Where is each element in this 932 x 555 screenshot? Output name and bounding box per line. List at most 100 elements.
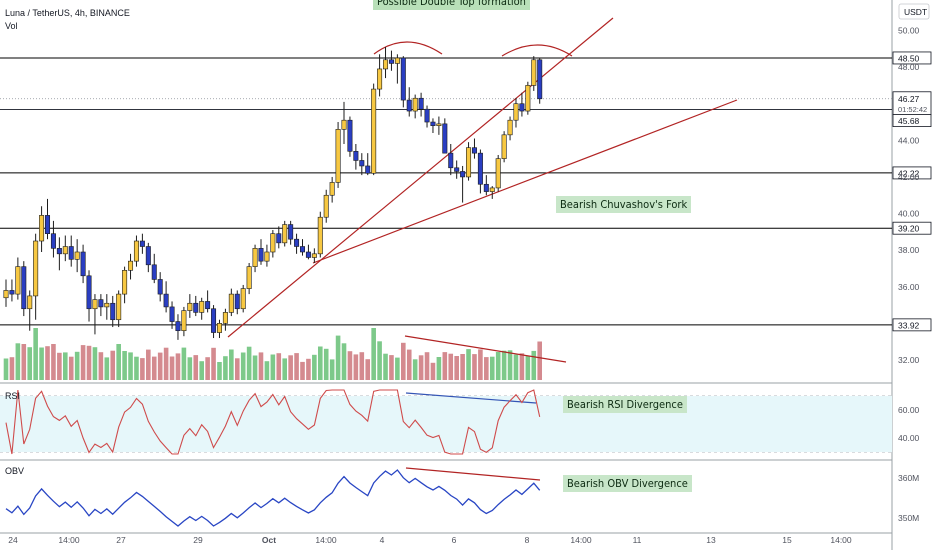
horizontal-levels xyxy=(0,57,892,326)
countdown-label: 01:52:42 xyxy=(898,105,927,114)
volume-bar xyxy=(98,352,104,380)
price-tick-label: 50.00 xyxy=(898,26,920,36)
volume-bar xyxy=(472,354,477,380)
current-price-label: 46.27 xyxy=(898,94,920,104)
volume-bar xyxy=(282,358,288,380)
candle-body xyxy=(442,123,448,154)
time-axis-label: 11 xyxy=(633,535,642,545)
volume-bar xyxy=(128,352,133,380)
volume-bar xyxy=(110,350,116,380)
volume-bar xyxy=(27,347,33,380)
volume-bar xyxy=(3,358,9,380)
candle-body xyxy=(56,248,62,255)
volume-bar xyxy=(525,355,531,380)
candle-body xyxy=(199,301,205,313)
candle-body xyxy=(359,160,365,167)
time-axis-label: 4 xyxy=(380,535,385,545)
rising-wedge-upper-trendline xyxy=(227,17,614,338)
candle-body xyxy=(400,57,406,101)
volume-bar xyxy=(211,347,216,380)
volume-bar xyxy=(341,343,347,380)
obv-tick-label: 360M xyxy=(898,473,919,483)
candle-body xyxy=(513,103,519,121)
annotation-rsi-divergence[interactable]: Bearish RSI Divergence xyxy=(563,396,687,413)
obv-divergence-line xyxy=(405,467,541,481)
price-tick-label: 32.00 xyxy=(898,355,920,365)
candle-body xyxy=(341,119,347,130)
time-axis-label: 14:00 xyxy=(58,535,80,545)
annotation-fork[interactable]: Bearish Chuvashov's Fork xyxy=(556,196,692,213)
candle-body xyxy=(311,253,317,258)
level-tag xyxy=(892,166,932,180)
symbol-title: Luna / TetherUS, 4h, BINANCE xyxy=(5,8,130,18)
candle-body xyxy=(222,312,228,324)
volume-bar xyxy=(460,354,465,380)
volume-bar xyxy=(436,357,442,380)
candle-body xyxy=(169,306,175,322)
volume-bar xyxy=(234,358,240,380)
volume-bar xyxy=(448,353,454,380)
candle-body xyxy=(365,165,371,174)
candle-body xyxy=(471,147,477,154)
rsi-label: RSI xyxy=(5,391,21,401)
time-axis-label: 24 xyxy=(8,535,18,545)
time-axis-label: 27 xyxy=(116,535,126,545)
volume-bar xyxy=(264,361,270,380)
candle-body xyxy=(305,251,311,258)
candle-body xyxy=(157,279,163,295)
obv-label: OBV xyxy=(5,466,25,476)
price-tick-label: 48.00 xyxy=(898,62,920,72)
price-tick-label: 40.00 xyxy=(898,209,920,219)
candle-body xyxy=(495,158,501,189)
volume-bar xyxy=(430,362,436,380)
volume-bars xyxy=(3,328,542,380)
volume-bar xyxy=(51,344,56,380)
volume-bar xyxy=(501,350,507,380)
annotation-double-top[interactable]: Possible Double Top formation xyxy=(373,0,530,10)
level-tag xyxy=(892,221,932,235)
candle-body xyxy=(258,248,264,262)
candle-body xyxy=(388,59,394,64)
volume-bar xyxy=(507,350,513,380)
volume-bar xyxy=(466,349,471,380)
candle-body xyxy=(62,246,68,255)
candle-body xyxy=(448,152,454,169)
volume-bar xyxy=(246,346,252,380)
volume-bar xyxy=(193,355,199,380)
volume-bar xyxy=(169,356,175,380)
candle-body xyxy=(110,302,116,321)
annotation-obv-divergence[interactable]: Bearish OBV Divergence xyxy=(563,475,692,492)
volume-bar xyxy=(122,351,127,380)
candle-body xyxy=(98,299,104,308)
volume-bar xyxy=(9,357,15,380)
candle-body xyxy=(371,88,377,174)
volume-bar xyxy=(80,345,86,380)
candle-body xyxy=(317,216,323,255)
candle-body xyxy=(329,182,335,196)
volume-bar xyxy=(157,352,163,380)
candle-body xyxy=(104,302,110,308)
volume-bar xyxy=(300,361,305,380)
volume-bar xyxy=(519,353,525,380)
volume-bar xyxy=(353,354,359,380)
candle-body xyxy=(525,85,531,112)
candle-body xyxy=(436,123,442,126)
level-tag-label: 39.20 xyxy=(898,224,920,234)
volume-bar xyxy=(323,348,329,380)
trendlines xyxy=(227,17,738,481)
candle-body xyxy=(323,194,329,218)
candle-body xyxy=(193,302,199,313)
volume-bar xyxy=(21,344,27,380)
volume-bar xyxy=(478,349,483,380)
volume-bar xyxy=(495,352,501,380)
level-tag-label: 33.92 xyxy=(898,320,920,330)
volume-bar xyxy=(240,352,246,380)
time-axis-label: 15 xyxy=(782,535,792,545)
candle-body xyxy=(264,251,270,262)
rsi-line xyxy=(5,389,541,455)
candle-body xyxy=(45,215,51,234)
volume-bar xyxy=(424,352,430,380)
volume-bar xyxy=(377,341,382,380)
candle-body xyxy=(353,151,359,161)
